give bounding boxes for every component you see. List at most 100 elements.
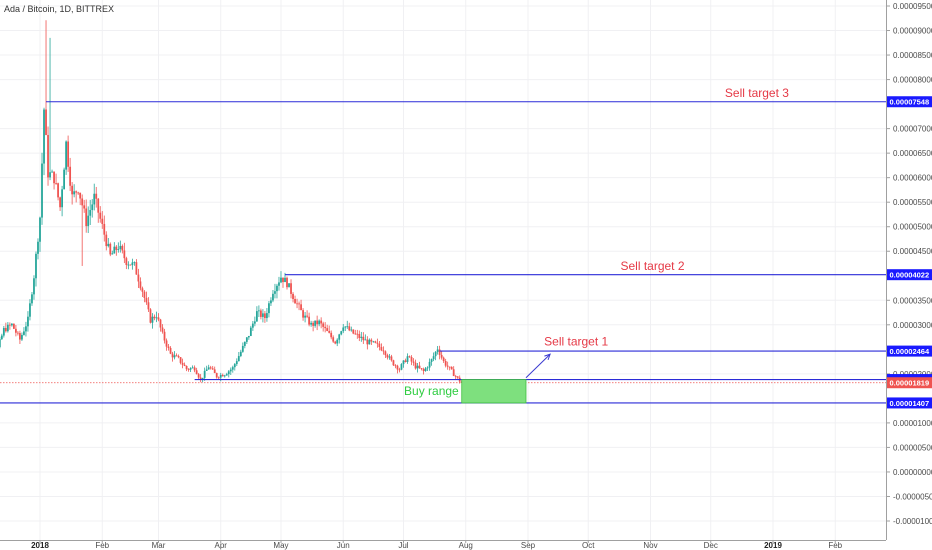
time-axis-bg <box>0 540 886 550</box>
candle-body <box>386 355 389 358</box>
candle-body <box>31 294 33 304</box>
candle-body <box>69 166 72 186</box>
candle-body <box>300 304 302 311</box>
candle-body <box>209 367 212 369</box>
candle-body <box>193 367 196 371</box>
candle-body <box>15 328 17 333</box>
candle-body <box>338 334 341 340</box>
candle-body <box>169 347 172 354</box>
price-badge-text: 0.00001407 <box>890 399 930 408</box>
candle-body <box>79 192 82 199</box>
candle-body <box>203 370 206 378</box>
arrow-head-icon <box>544 353 551 361</box>
candle-body <box>111 253 114 255</box>
candle-body <box>278 282 280 286</box>
candle-body <box>422 369 425 372</box>
current-price-badge[interactable]: 0.00001819 <box>887 377 932 389</box>
candle-body <box>280 277 282 283</box>
candle-body <box>173 355 176 358</box>
candle-body <box>378 343 381 348</box>
candle-body <box>199 377 202 380</box>
candle-body <box>436 349 439 352</box>
candle-body <box>452 369 455 376</box>
candle-body <box>195 370 198 375</box>
candle-body <box>59 197 61 208</box>
time-tick-label: Feb <box>828 541 842 550</box>
candle-body <box>73 191 76 195</box>
candle-body <box>12 323 15 329</box>
candle-body <box>29 303 31 317</box>
candle-body <box>362 336 365 341</box>
candle-body <box>358 334 361 338</box>
candle-body <box>316 320 319 325</box>
price-tick-label: 0.00004500 <box>893 247 932 256</box>
price-badge[interactable]: 0.00007548 <box>887 96 932 108</box>
candle-body <box>342 327 345 332</box>
candle-body <box>225 374 228 376</box>
price-tick-label: 0.00008000 <box>893 76 932 85</box>
candle-body <box>6 324 9 332</box>
candle-body <box>233 364 236 368</box>
candle-body <box>352 329 355 334</box>
candle-body <box>438 349 441 355</box>
candle-body <box>340 331 343 335</box>
candle-body <box>89 210 92 216</box>
candle-body <box>346 326 349 328</box>
candle-body <box>171 353 174 358</box>
price-badge-text: 0.00002464 <box>890 347 930 356</box>
candle-body <box>410 357 413 362</box>
level-lines[interactable] <box>0 101 886 404</box>
candle-body <box>177 356 180 358</box>
price-badge[interactable]: 0.00002464 <box>887 345 932 357</box>
candle-body <box>328 330 331 333</box>
candle-body <box>19 333 21 340</box>
candle-body <box>211 368 214 370</box>
candle-body <box>55 183 57 185</box>
time-tick-label: 2018 <box>31 541 49 550</box>
candle-body <box>61 189 63 208</box>
price-badge[interactable]: 0.00001407 <box>887 397 932 409</box>
candle-body <box>151 316 154 323</box>
candle-body <box>159 319 162 328</box>
candle-body <box>276 285 278 292</box>
candle-body <box>127 264 130 266</box>
candle-body <box>93 193 96 205</box>
time-tick-label: Nov <box>643 541 657 550</box>
time-axis[interactable]: 2018 Feb Mar Apr May Jun Jul Aug Sep Oct Nov Dec 201… <box>0 540 886 550</box>
candle-body <box>270 300 272 304</box>
candle-body <box>257 310 260 312</box>
candle-body <box>45 109 47 135</box>
candle-body <box>47 134 49 178</box>
time-tick-label: Mar <box>152 541 166 550</box>
candle-body <box>398 369 401 371</box>
candle-body <box>189 368 192 370</box>
price-badge-text: 0.00007548 <box>890 98 930 107</box>
candle-body <box>376 342 379 344</box>
candle-body <box>109 243 112 255</box>
candle-body <box>255 311 258 322</box>
candle-body <box>245 337 248 342</box>
price-badge-bg <box>887 269 932 281</box>
candle-body <box>165 340 168 347</box>
candle-body <box>322 323 325 327</box>
candle-body <box>348 326 351 331</box>
candle-body <box>320 320 323 324</box>
time-tick-label: 2019 <box>764 541 782 550</box>
candle-body <box>239 351 242 357</box>
time-tick-label: Dec <box>704 541 718 550</box>
candle-series <box>0 20 463 384</box>
price-badge[interactable]: 0.00004022 <box>887 269 932 281</box>
candle-body <box>249 327 252 336</box>
candle-body <box>219 374 222 378</box>
price-axis[interactable]: 0.00009500 0.00009000 0.00008500 0.00008000… <box>886 0 932 550</box>
candle-body <box>356 333 359 335</box>
candle-body <box>418 365 421 369</box>
candle-body <box>123 250 126 259</box>
candle-body <box>292 293 294 300</box>
candle-body <box>115 246 118 250</box>
candle-body <box>420 368 423 370</box>
candle-body <box>312 322 315 326</box>
candle-body <box>231 367 234 370</box>
time-tick-label: Feb <box>95 541 109 550</box>
